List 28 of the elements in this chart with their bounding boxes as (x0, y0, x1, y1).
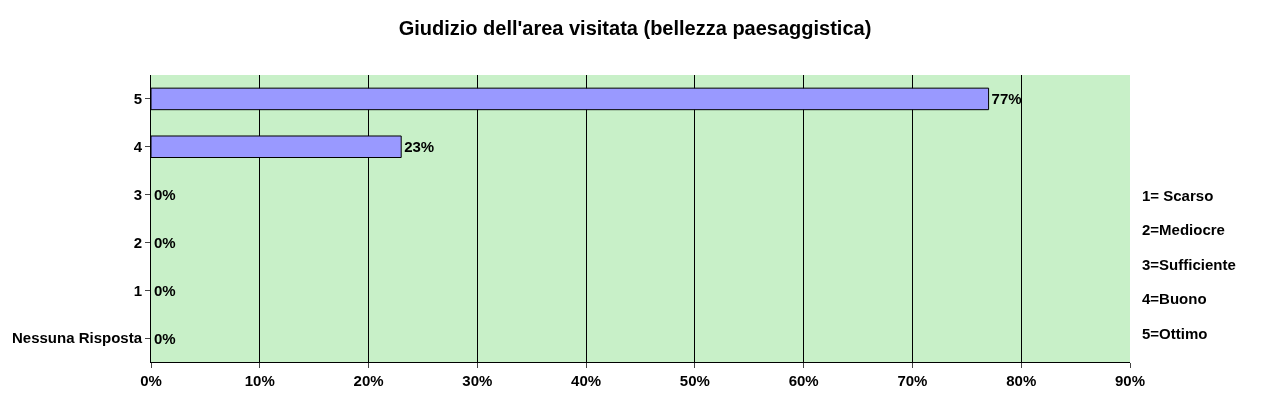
y-tick-label: 2 (133, 233, 142, 251)
x-tick-label: 70% (897, 372, 928, 389)
text: 2=Mediocre (1142, 221, 1225, 238)
x-tick-label: 90% (1114, 372, 1146, 389)
data-label: 0% (154, 329, 176, 347)
y-tick-label: 5 (133, 90, 142, 108)
x-tick-label: 30% (462, 372, 493, 389)
data-label: 23% (404, 138, 435, 156)
text: 5=Ottimo (1142, 325, 1208, 342)
data-label: 77% (991, 90, 1022, 108)
x-tick-label: 40% (571, 372, 602, 389)
y-tick-label: 4 (133, 138, 143, 155)
chart-title: Giudizio dell'area visitata (bellezza paesaggistica) (398, 16, 872, 39)
x-tick-label: 60% (788, 372, 819, 389)
x-tick-label: 50% (679, 372, 710, 389)
text: 4=Buono (1142, 290, 1207, 307)
y-tick-label: Nessuna Risposta (11, 329, 143, 347)
text: 1= Scarso (1142, 187, 1214, 204)
x-tick-label: 0% (140, 372, 162, 389)
x-tick-label: 10% (244, 372, 275, 389)
data-label: 0% (154, 281, 176, 299)
x-tick-label: 80% (1006, 372, 1037, 389)
x-tick-label: 20% (353, 372, 384, 389)
data-label: 0% (154, 233, 176, 251)
data-label: 0% (154, 186, 176, 204)
text: 3=Sufficiente (1142, 256, 1236, 273)
y-tick-label: 1 (133, 281, 142, 299)
y-tick-label: 3 (133, 185, 142, 203)
